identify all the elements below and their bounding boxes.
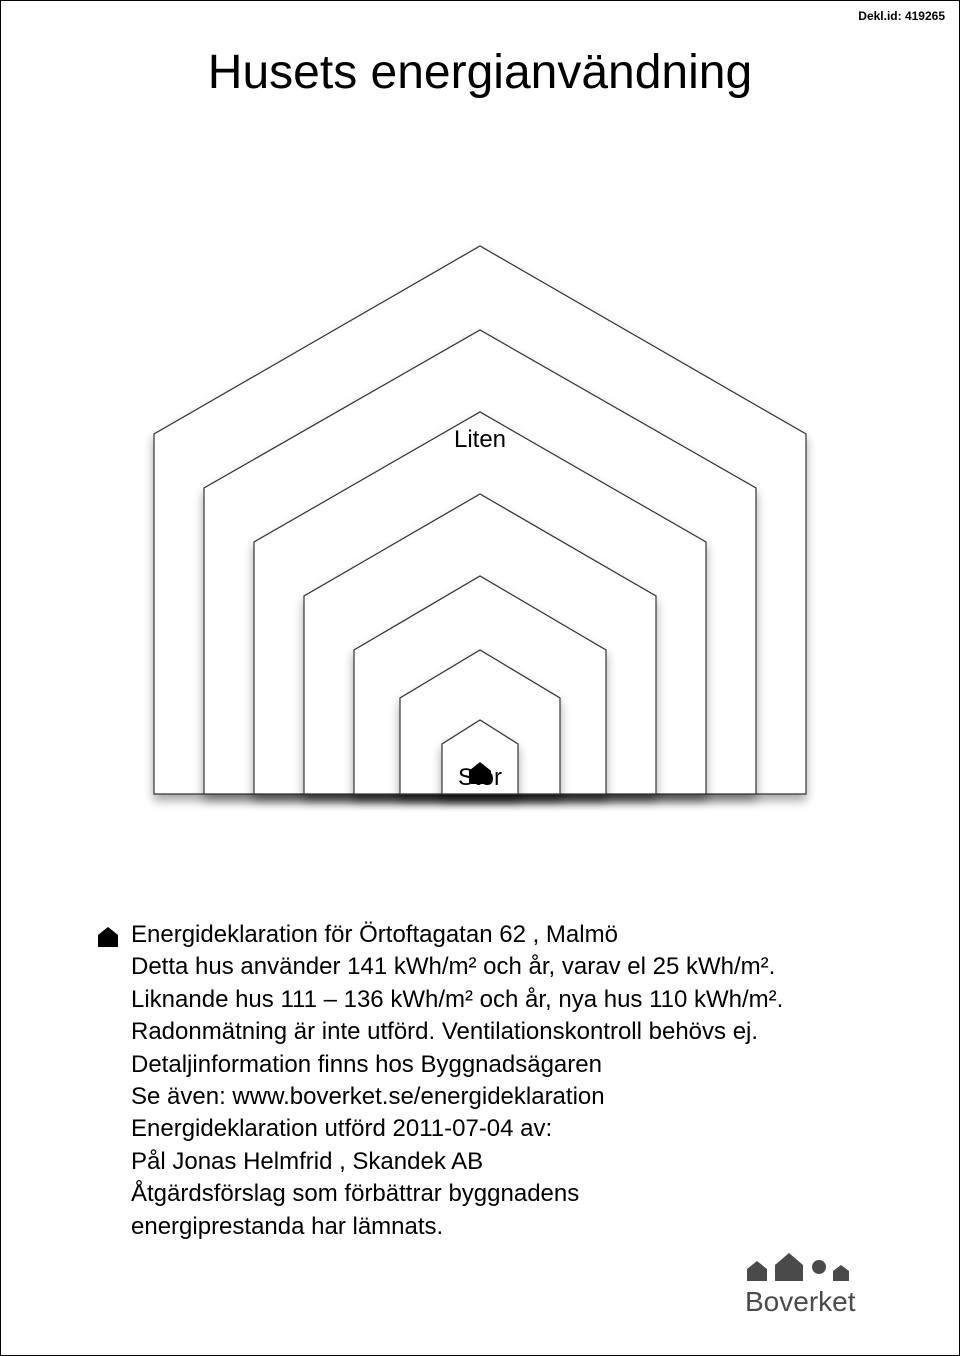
logo-houses-icon — [747, 1253, 849, 1281]
info-line: Energideklaration utförd 2011-07-04 av: — [131, 1113, 829, 1145]
page-title: Husets energianvändning — [1, 45, 959, 100]
info-line: Liknande hus 111 – 136 kWh/m² och år, ny… — [131, 984, 829, 1016]
label-large: Stor — [458, 764, 502, 792]
info-line: energiprestanda har lämnats. — [131, 1211, 829, 1243]
info-text-block: Energideklaration för Örtoftagatan 62 , … — [131, 919, 829, 1243]
info-line: Energideklaration för Örtoftagatan 62 , … — [131, 919, 829, 951]
info-marker-icon — [95, 923, 121, 954]
houses-svg — [130, 128, 830, 848]
info-line: Detta hus använder 141 kWh/m² och år, va… — [131, 951, 829, 983]
boverket-logo: Boverket — [741, 1241, 911, 1319]
info-line: Pål Jonas Helmfrid , Skandek AB — [131, 1146, 829, 1178]
info-line: Detaljinformation finns hos Byggnadsägar… — [131, 1049, 829, 1081]
declaration-id: Dekl.id: 419265 — [858, 9, 945, 23]
nested-houses-diagram: Liten Stor — [130, 128, 830, 848]
info-line: Se även: www.boverket.se/energideklarati… — [131, 1081, 829, 1113]
logo-text: Boverket — [745, 1286, 856, 1317]
info-line: Åtgärdsförslag som förbättrar byggnadens — [131, 1178, 829, 1210]
label-small: Liten — [454, 426, 506, 454]
info-line: Radonmätning är inte utförd. Ventilation… — [131, 1016, 829, 1048]
page-frame: Dekl.id: 419265 Husets energianvändning … — [0, 0, 960, 1356]
